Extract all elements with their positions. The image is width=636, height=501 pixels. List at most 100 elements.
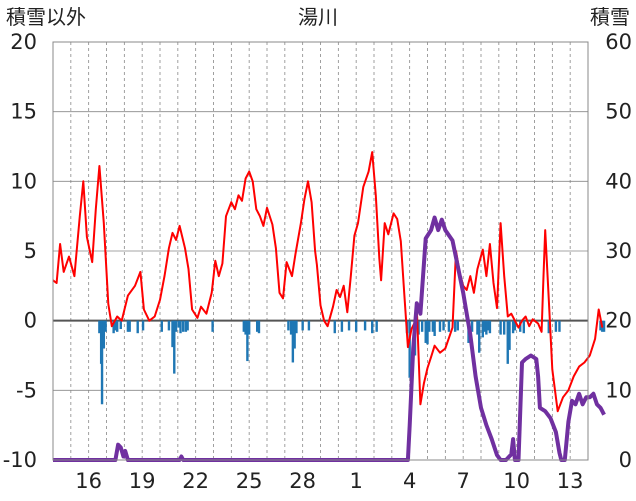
- precip-bar: [511, 320, 515, 334]
- precip-bar: [420, 320, 424, 332]
- right-tick-label: 30: [605, 239, 632, 263]
- right-tick-label: 60: [605, 30, 632, 54]
- precip-bar: [438, 320, 442, 332]
- precip-bar: [126, 320, 130, 332]
- precip-bar: [513, 320, 517, 331]
- precip-bar: [333, 320, 336, 334]
- precip-bar: [179, 320, 182, 334]
- precip-bar: [506, 320, 509, 364]
- precip-bar: [371, 320, 374, 334]
- precip-bar: [104, 320, 107, 332]
- x-tick-label: 1: [349, 469, 362, 493]
- precip-bar: [257, 320, 261, 334]
- x-tick-label: 13: [557, 469, 584, 493]
- precip-bar: [408, 320, 411, 378]
- precip-bar: [181, 320, 185, 332]
- right-tick-label: 40: [605, 169, 632, 193]
- precip-bar: [102, 320, 106, 349]
- precip-bar: [602, 320, 606, 332]
- precip-bar: [499, 320, 502, 335]
- precip-bar: [522, 320, 525, 334]
- precip-bar: [340, 320, 344, 332]
- precip-bar: [160, 320, 163, 332]
- precip-bar: [433, 320, 436, 336]
- x-tick-label: 16: [75, 469, 102, 493]
- precip-bar: [485, 320, 488, 335]
- precip-bar: [554, 320, 558, 332]
- precip-bar: [100, 320, 104, 405]
- x-tick-label: 28: [289, 469, 316, 493]
- precip-bar: [128, 320, 131, 332]
- left-tick-label: 20: [10, 30, 37, 54]
- precip-bar: [173, 320, 176, 374]
- x-tick-label: 10: [503, 469, 530, 493]
- right-tick-label: 20: [605, 309, 632, 333]
- precip-bar: [186, 320, 189, 331]
- precip-bar: [375, 320, 378, 332]
- precip-bar: [307, 320, 311, 331]
- precip-bar: [347, 320, 351, 331]
- precip-bar: [242, 320, 246, 332]
- precip-bar: [255, 320, 259, 332]
- x-tick-label: 25: [236, 469, 263, 493]
- plot-frame: [52, 41, 589, 461]
- x-tick-label: 4: [403, 469, 416, 493]
- precip-bar: [447, 320, 451, 332]
- precip-bar: [486, 320, 490, 331]
- precip-bar: [453, 320, 457, 332]
- precip-bar: [476, 320, 479, 335]
- precip-bar: [114, 320, 117, 331]
- precip-bar: [177, 320, 180, 328]
- precip-bar: [470, 320, 474, 332]
- precip-bar: [363, 320, 367, 331]
- precip-bar: [246, 320, 249, 362]
- precip-bar: [291, 320, 295, 363]
- precip-bar: [167, 320, 171, 331]
- left-tick-label: -5: [16, 378, 37, 402]
- precip-bar: [599, 320, 602, 331]
- left-tick-label: 15: [10, 100, 37, 124]
- precip-bar: [98, 320, 101, 334]
- left-axis-label: 積雪以外: [6, 5, 86, 29]
- precip-bar: [112, 320, 115, 334]
- x-tick-label: 22: [182, 469, 209, 493]
- precip-bar: [289, 320, 293, 335]
- temperature-line: [52, 151, 604, 413]
- precip-bar: [301, 320, 304, 331]
- precip-bar: [426, 320, 429, 345]
- precip-bar: [478, 320, 481, 353]
- left-tick-label: -10: [3, 448, 37, 472]
- x-tick-label: 19: [129, 469, 156, 493]
- precip-bar: [483, 320, 486, 332]
- precip-bar: [488, 320, 492, 334]
- precip-bar: [293, 320, 296, 349]
- precip-bar: [119, 320, 122, 330]
- left-tick-label: 10: [10, 169, 37, 193]
- precip-bar: [141, 320, 145, 331]
- x-tick-label: 7: [456, 469, 469, 493]
- precip-bar: [442, 320, 445, 331]
- precip-bar: [295, 320, 298, 334]
- right-tick-label: 0: [619, 448, 632, 472]
- precip-bar: [244, 320, 247, 335]
- precip-bar: [171, 320, 174, 348]
- precip-bar: [174, 320, 178, 332]
- precip-bar: [428, 320, 431, 332]
- right-tick-label: 10: [605, 378, 632, 402]
- chart-title: 湯川: [298, 5, 338, 29]
- precip-bar: [502, 320, 506, 335]
- precip-bar: [184, 320, 188, 332]
- precip-bar: [116, 320, 119, 332]
- ticks: -10 -5 0 5 10 15 20 0 10 20 30 40 50 60 16 19 22 25 28 1 4 7 1…: [3, 30, 632, 493]
- precip-bar: [431, 320, 435, 332]
- grid: [53, 42, 588, 460]
- precip-bar: [558, 320, 561, 332]
- precip-bar: [508, 320, 511, 350]
- right-tick-label: 50: [605, 100, 632, 124]
- precip-bar: [424, 320, 427, 343]
- precip-bar: [547, 320, 550, 334]
- right-axis-label: 積雪: [590, 5, 630, 29]
- precip-bar: [456, 320, 460, 331]
